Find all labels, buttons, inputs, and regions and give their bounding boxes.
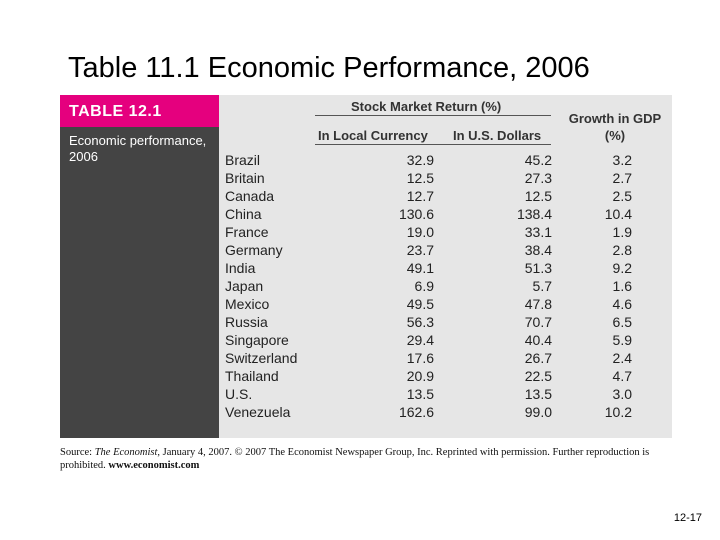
- gdp-growth-cell: 2.7: [612, 170, 632, 186]
- local-currency-cell: 12.5: [406, 170, 434, 186]
- local-currency-cell: 12.7: [406, 188, 434, 204]
- country-cell: India: [225, 260, 256, 276]
- header-gdp-growth: Growth in GDP (%): [568, 111, 662, 143]
- gdp-growth-cell: 1.9: [612, 224, 632, 240]
- us-dollars-cell: 45.2: [524, 152, 552, 168]
- us-dollars-cell: 138.4: [516, 206, 552, 222]
- gdp-growth-cell: 9.2: [612, 260, 632, 276]
- table-tag-label: TABLE 12.1: [69, 103, 162, 120]
- gdp-growth-cell: 4.7: [612, 368, 632, 384]
- local-currency-cell: 49.1: [406, 260, 434, 276]
- gdp-growth-cell: 1.6: [612, 278, 632, 294]
- table-caption: Economic performance, 2006: [69, 133, 207, 164]
- local-currency-cell: 32.9: [406, 152, 434, 168]
- local-currency-cell: 13.5: [406, 386, 434, 402]
- table-row: Britain 12.5 27.3 2.7: [60, 170, 672, 188]
- table-row: India 49.1 51.3 9.2: [60, 260, 672, 278]
- gdp-growth-cell: 2.8: [612, 242, 632, 258]
- gdp-growth-cell: 4.6: [612, 296, 632, 312]
- country-cell: Germany: [225, 242, 283, 258]
- gdp-growth-cell: 2.4: [612, 350, 632, 366]
- table-row: U.S. 13.5 13.5 3.0: [60, 386, 672, 404]
- local-currency-cell: 6.9: [414, 278, 434, 294]
- us-dollars-cell: 13.5: [524, 386, 552, 402]
- gdp-growth-cell: 3.2: [612, 152, 632, 168]
- us-dollars-cell: 22.5: [524, 368, 552, 384]
- local-currency-cell: 56.3: [406, 314, 434, 330]
- gdp-growth-cell: 3.0: [612, 386, 632, 402]
- table-side-panel: TABLE 12.1 Economic performance, 2006: [60, 95, 219, 438]
- table-tag: TABLE 12.1: [60, 95, 219, 127]
- us-dollars-cell: 12.5: [524, 188, 552, 204]
- us-dollars-cell: 99.0: [524, 404, 552, 420]
- local-currency-cell: 20.9: [406, 368, 434, 384]
- local-currency-cell: 17.6: [406, 350, 434, 366]
- source-publication: The Economist: [94, 447, 158, 458]
- country-cell: Switzerland: [225, 350, 298, 366]
- us-dollars-cell: 27.3: [524, 170, 552, 186]
- table-row: Russia 56.3 70.7 6.5: [60, 314, 672, 332]
- table-row: China 130.6 138.4 10.4: [60, 206, 672, 224]
- page-number: 12-17: [673, 512, 702, 524]
- local-currency-cell: 162.6: [398, 404, 434, 420]
- table-row: Canada 12.7 12.5 2.5: [60, 188, 672, 206]
- gdp-growth-cell: 2.5: [612, 188, 632, 204]
- table-row: Germany 23.7 38.4 2.8: [60, 242, 672, 260]
- header-rule-bottom: [315, 144, 551, 145]
- local-currency-cell: 49.5: [406, 296, 434, 312]
- table-row: Switzerland 17.6 26.7 2.4: [60, 350, 672, 368]
- us-dollars-cell: 38.4: [524, 242, 552, 258]
- header-local-currency: In Local Currency: [318, 128, 428, 143]
- gdp-growth-cell: 5.9: [612, 332, 632, 348]
- country-cell: Singapore: [225, 332, 289, 348]
- local-currency-cell: 130.6: [398, 206, 434, 222]
- local-currency-cell: 19.0: [406, 224, 434, 240]
- table-row: Thailand 20.9 22.5 4.7: [60, 368, 672, 386]
- gdp-growth-cell: 10.2: [604, 404, 632, 420]
- us-dollars-cell: 33.1: [524, 224, 552, 240]
- source-url: www.economist.com: [108, 460, 200, 471]
- header-stock-market-return: Stock Market Return (%): [351, 99, 502, 114]
- country-cell: Canada: [225, 188, 275, 204]
- country-cell: France: [225, 224, 269, 240]
- country-cell: Japan: [225, 278, 264, 294]
- us-dollars-cell: 47.8: [524, 296, 552, 312]
- gdp-growth-cell: 6.5: [612, 314, 632, 330]
- gdp-growth-cell: 10.4: [604, 206, 632, 222]
- country-cell: Venezuela: [225, 404, 291, 420]
- source-note: Source: The Economist, January 4, 2007. …: [60, 446, 660, 472]
- table-row: Venezuela 162.6 99.0 10.2: [60, 404, 672, 422]
- country-cell: China: [225, 206, 262, 222]
- table-panel: TABLE 12.1 Economic performance, 2006 St…: [60, 95, 672, 438]
- table-row: France 19.0 33.1 1.9: [60, 224, 672, 242]
- country-cell: Britain: [225, 170, 265, 186]
- local-currency-cell: 29.4: [406, 332, 434, 348]
- header-rule: [315, 115, 551, 116]
- table-row: Brazil 32.9 45.2 3.2: [60, 152, 672, 170]
- local-currency-cell: 23.7: [406, 242, 434, 258]
- country-cell: Russia: [225, 314, 268, 330]
- table-row: Mexico 49.5 47.8 4.6: [60, 296, 672, 314]
- header-us-dollars: In U.S. Dollars: [453, 128, 542, 143]
- us-dollars-cell: 70.7: [524, 314, 552, 330]
- source-prefix: Source:: [60, 447, 95, 458]
- us-dollars-cell: 51.3: [524, 260, 552, 276]
- source-text: , January 4, 2007. © 2007 The Economist …: [60, 447, 650, 471]
- country-cell: Mexico: [225, 296, 270, 312]
- us-dollars-cell: 26.7: [524, 350, 552, 366]
- us-dollars-cell: 5.7: [532, 278, 552, 294]
- country-cell: U.S.: [225, 386, 253, 402]
- country-cell: Thailand: [225, 368, 279, 384]
- country-cell: Brazil: [225, 152, 261, 168]
- us-dollars-cell: 40.4: [524, 332, 552, 348]
- slide-title: Table 11.1 Economic Performance, 2006: [68, 52, 590, 84]
- table-row: Singapore 29.4 40.4 5.9: [60, 332, 672, 350]
- table-row: Japan 6.9 5.7 1.6: [60, 278, 672, 296]
